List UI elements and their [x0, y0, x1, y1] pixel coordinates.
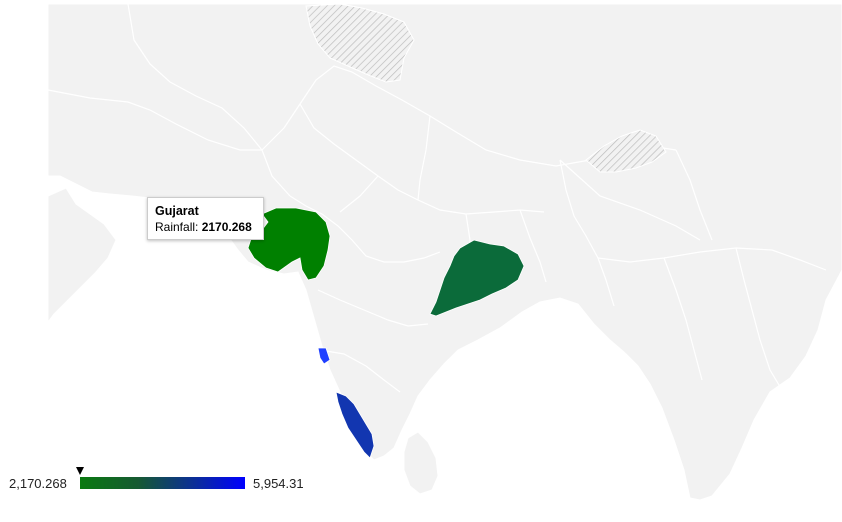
legend-color-bar [80, 477, 245, 489]
state-goa[interactable] [317, 347, 331, 365]
tooltip-value: 2170.268 [201, 220, 252, 234]
legend-min-label: 2,170.268 [9, 476, 67, 491]
land-arabia [47, 187, 117, 324]
land-sri-lanka [403, 431, 439, 495]
tooltip-row: Rainfall: 2170.268 [155, 219, 256, 235]
state-odisha[interactable] [429, 239, 525, 317]
disputed-region-arunachal [585, 129, 667, 173]
tooltip-title: Gujarat [155, 204, 199, 218]
legend-marker-icon [76, 467, 84, 475]
disputed-region-kashmir [305, 3, 415, 83]
region-tooltip: Gujarat Rainfall: 2170.268 [147, 197, 264, 240]
state-kerala[interactable] [335, 391, 375, 459]
legend-max-label: 5,954.31 [253, 476, 304, 491]
internal-borders [47, 3, 827, 393]
land-north [47, 3, 842, 501]
state-gujarat[interactable] [247, 207, 331, 281]
tooltip-label: Rainfall: [155, 220, 199, 234]
